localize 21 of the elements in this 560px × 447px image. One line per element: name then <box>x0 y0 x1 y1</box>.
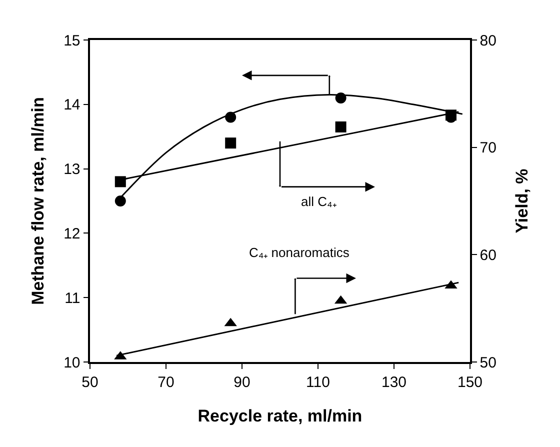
annotation: C₄₊ nonaromatics <box>249 245 350 260</box>
x-tick-label: 70 <box>158 374 174 391</box>
y2-axis-title: Yield, % <box>512 168 532 234</box>
annotation: all C₄₊ <box>301 194 336 209</box>
y-tick-label: 12 <box>64 225 80 242</box>
y-tick-label: 15 <box>64 32 80 50</box>
x-tick-label: 90 <box>234 374 250 391</box>
y-tick-label: 14 <box>64 96 80 114</box>
y-axis-title: Methane flow rate, ml/min <box>28 97 48 305</box>
y2-tick-label: 50 <box>480 354 496 372</box>
y2-tick-label: 80 <box>480 32 496 50</box>
x-tick-label: 110 <box>306 374 330 391</box>
y2-tick-label: 70 <box>480 140 496 157</box>
x-tick-label: 150 <box>457 374 483 391</box>
y-tick-label: 13 <box>64 161 80 178</box>
x-axis-title: Recycle rate, ml/min <box>198 406 362 426</box>
x-tick-label: 130 <box>381 374 407 391</box>
y-tick-label: 10 <box>64 354 80 372</box>
y-tick-label: 11 <box>64 290 80 307</box>
y2-tick-label: 60 <box>480 246 496 264</box>
x-tick-label: 50 <box>82 374 98 391</box>
